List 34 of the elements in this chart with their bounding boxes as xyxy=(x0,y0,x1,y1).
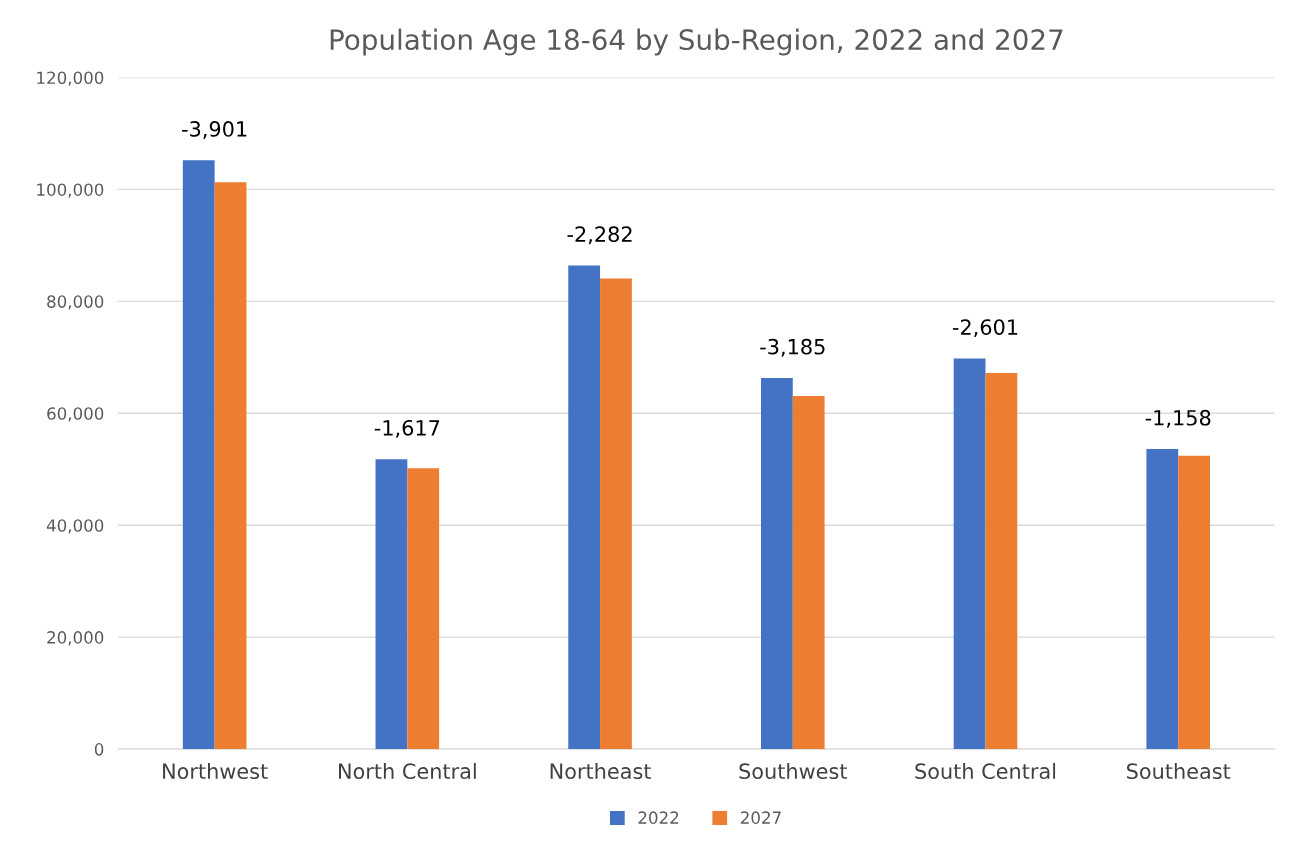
annotation: -1,158 xyxy=(1145,409,1211,428)
bar xyxy=(182,160,215,750)
bar xyxy=(600,278,632,750)
bar xyxy=(985,372,1018,750)
bar xyxy=(1178,455,1211,750)
bar xyxy=(953,358,986,750)
annotation: -2,282 xyxy=(567,226,632,245)
bar xyxy=(1146,449,1179,750)
bar xyxy=(568,265,601,750)
x-tick-label: North Central xyxy=(339,762,476,780)
y-tick-label: 0 xyxy=(94,743,104,756)
y-tick-label: 100,000 xyxy=(37,183,104,198)
legend-label: 2027 xyxy=(740,811,781,824)
annotation: -2,601 xyxy=(952,319,1018,338)
x-tick-label: Southwest xyxy=(739,762,847,780)
x-tick-label: Northwest xyxy=(163,762,268,780)
bar xyxy=(407,468,440,750)
x-tick-label: Southeast xyxy=(1127,762,1231,780)
y-tick-label: 60,000 xyxy=(47,407,104,422)
bar xyxy=(375,459,408,750)
y-tick-label: 80,000 xyxy=(47,295,104,310)
legend-label: 2022 xyxy=(638,811,679,824)
x-tick-label: South Central xyxy=(915,762,1056,780)
annotation: -3,901 xyxy=(182,121,247,139)
bar xyxy=(214,182,247,750)
annotation: -1,617 xyxy=(374,419,440,438)
y-tick-label: 120,000 xyxy=(37,71,104,86)
y-tick-label: 40,000 xyxy=(46,519,104,534)
annotation: -3,185 xyxy=(760,338,825,357)
chart-title: Population Age 18-64 by Sub-Region, 2022 and 2027 xyxy=(330,28,1063,56)
x-tick-label: Northeast xyxy=(550,762,651,780)
bar xyxy=(760,378,793,750)
y-tick-label: 20,000 xyxy=(47,631,104,646)
bar xyxy=(792,395,825,750)
